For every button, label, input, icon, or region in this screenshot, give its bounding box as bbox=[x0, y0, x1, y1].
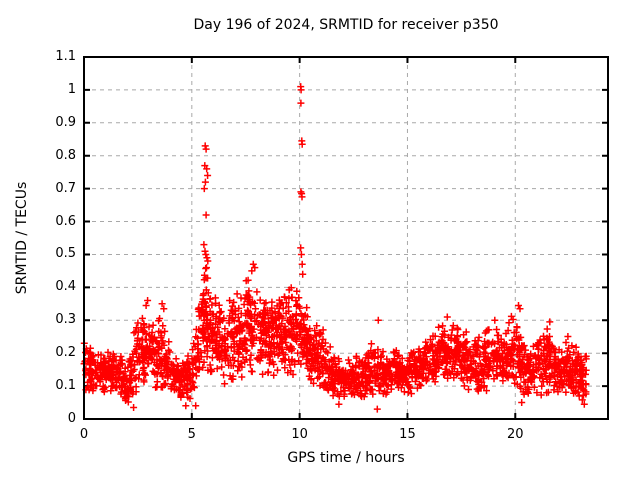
data-points-srmtid bbox=[80, 83, 590, 413]
x-tick-label: 5 bbox=[187, 427, 196, 442]
x-tick-label: 15 bbox=[399, 427, 416, 442]
x-tick-label: 20 bbox=[506, 427, 524, 442]
y-tick-label: 0.8 bbox=[55, 147, 76, 163]
y-tick-label: 0.6 bbox=[55, 213, 76, 229]
y-tick-label: 0.7 bbox=[55, 180, 76, 196]
y-tick-label: 1.1 bbox=[55, 49, 76, 64]
y-tick-label: 0.1 bbox=[55, 378, 76, 394]
y-tick-label: 0.9 bbox=[55, 114, 76, 130]
y-tick-label: 0 bbox=[67, 411, 76, 426]
plot-border bbox=[83, 56, 609, 420]
x-tick-label: 10 bbox=[291, 427, 308, 442]
y-tick-label: 0.4 bbox=[55, 279, 76, 295]
y-tick-label: 0.5 bbox=[55, 246, 76, 262]
x-axis-label: GPS time / hours bbox=[287, 450, 405, 466]
chart-title: Day 196 of 2024, SRMTID for receiver p35… bbox=[193, 17, 499, 33]
x-tick-label: 0 bbox=[79, 427, 89, 442]
y-tick-label: 0.2 bbox=[55, 345, 76, 361]
y-tick-label: 0.3 bbox=[55, 312, 76, 328]
y-tick-label: 1 bbox=[67, 81, 76, 97]
